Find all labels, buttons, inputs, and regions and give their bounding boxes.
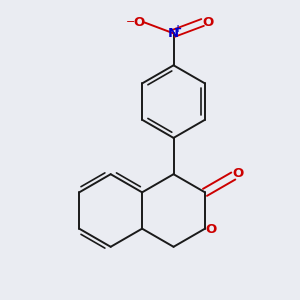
Text: +: + (174, 24, 182, 34)
Text: −: − (126, 17, 136, 28)
Text: O: O (232, 167, 244, 180)
Text: N: N (168, 27, 179, 40)
Text: O: O (134, 16, 145, 29)
Text: O: O (202, 16, 213, 29)
Text: O: O (206, 223, 217, 236)
